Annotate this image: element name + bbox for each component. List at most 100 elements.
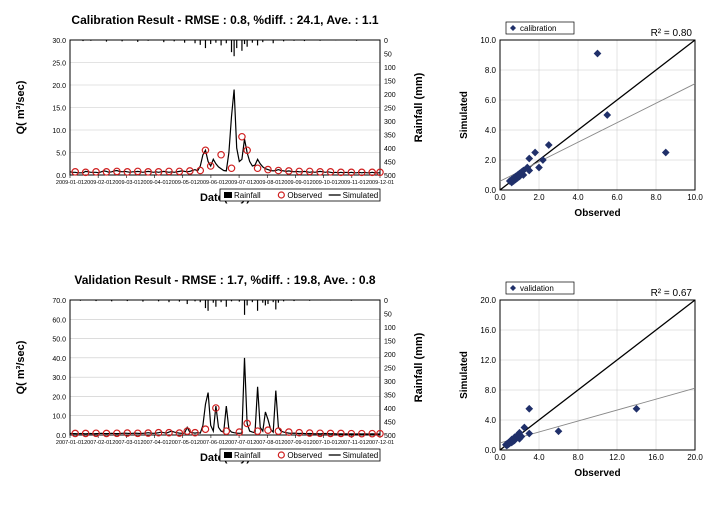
svg-text:50: 50 xyxy=(384,312,392,319)
svg-text:6.0: 6.0 xyxy=(485,96,497,105)
svg-text:0.0: 0.0 xyxy=(485,186,497,195)
svg-text:4.0: 4.0 xyxy=(485,126,497,135)
svg-text:2007-11-01: 2007-11-01 xyxy=(338,440,366,446)
scatter-point xyxy=(535,164,543,172)
svg-text:10.0: 10.0 xyxy=(480,36,496,45)
y-right-label: Rainfall (mm) xyxy=(413,332,425,402)
svg-text:2007-06-01: 2007-06-01 xyxy=(197,440,225,446)
svg-text:4.0: 4.0 xyxy=(533,453,545,462)
observed-marker xyxy=(202,426,208,432)
observed-marker xyxy=(265,427,271,433)
scatter-point xyxy=(603,111,611,119)
svg-text:5.0: 5.0 xyxy=(56,151,66,158)
svg-text:0: 0 xyxy=(384,298,388,305)
svg-text:0: 0 xyxy=(384,38,388,45)
svg-text:400: 400 xyxy=(384,146,396,153)
svg-text:350: 350 xyxy=(384,133,396,140)
svg-text:50: 50 xyxy=(384,52,392,59)
svg-text:500: 500 xyxy=(384,173,396,180)
scatter-point xyxy=(531,149,539,157)
svg-text:2009-04-01: 2009-04-01 xyxy=(140,180,168,186)
svg-text:2009-12-01: 2009-12-01 xyxy=(366,180,394,186)
svg-text:100: 100 xyxy=(384,65,396,72)
chart-title: Validation Result - RMSE : 1.7, %diff. :… xyxy=(74,273,376,287)
scatter-point xyxy=(525,155,533,163)
calibration-timeseries: Calibration Result - RMSE : 0.8, %diff. … xyxy=(15,13,425,204)
svg-text:8.0: 8.0 xyxy=(485,386,497,395)
svg-text:10.0: 10.0 xyxy=(52,414,66,421)
validation-scatter: 0.00.04.04.08.08.012.012.016.016.020.020… xyxy=(459,282,703,479)
svg-text:100: 100 xyxy=(384,325,396,332)
svg-text:200: 200 xyxy=(384,352,396,359)
figure-svg: Calibration Result - RMSE : 0.8, %diff. … xyxy=(0,0,720,514)
r-squared-label: R² = 0.67 xyxy=(651,288,693,299)
svg-text:50.0: 50.0 xyxy=(52,337,66,344)
validation-timeseries: Validation Result - RMSE : 1.7, %diff. :… xyxy=(15,273,425,464)
svg-text:70.0: 70.0 xyxy=(52,298,66,305)
svg-text:2007-08-01: 2007-08-01 xyxy=(253,440,281,446)
chart-title: Calibration Result - RMSE : 0.8, %diff. … xyxy=(71,13,379,27)
svg-text:Simulated: Simulated xyxy=(343,191,379,200)
scatter-point xyxy=(594,50,602,58)
svg-text:30.0: 30.0 xyxy=(52,375,66,382)
svg-text:2007-04-01: 2007-04-01 xyxy=(140,440,168,446)
svg-text:4.0: 4.0 xyxy=(485,416,497,425)
observed-marker xyxy=(228,165,234,171)
svg-text:8.0: 8.0 xyxy=(485,66,497,75)
observed-marker xyxy=(239,134,245,140)
svg-text:450: 450 xyxy=(384,420,396,427)
svg-text:2007-07-01: 2007-07-01 xyxy=(225,440,253,446)
y-left-label: Q( m³/sec) xyxy=(15,80,27,134)
svg-text:8.0: 8.0 xyxy=(650,193,662,202)
svg-text:validation: validation xyxy=(520,284,554,293)
svg-text:10.0: 10.0 xyxy=(52,128,66,135)
svg-text:calibration: calibration xyxy=(520,24,556,33)
svg-text:150: 150 xyxy=(384,79,396,86)
svg-text:150: 150 xyxy=(384,339,396,346)
y-left-label: Q( m³/sec) xyxy=(15,340,27,394)
svg-text:250: 250 xyxy=(384,366,396,373)
svg-text:0.0: 0.0 xyxy=(56,433,66,440)
svg-text:400: 400 xyxy=(384,406,396,413)
svg-text:8.0: 8.0 xyxy=(572,453,584,462)
svg-text:2007-12-01: 2007-12-01 xyxy=(366,440,394,446)
svg-text:6.0: 6.0 xyxy=(611,193,623,202)
svg-text:15.0: 15.0 xyxy=(52,106,66,113)
svg-text:2009-03-01: 2009-03-01 xyxy=(112,180,140,186)
svg-text:2007-02-01: 2007-02-01 xyxy=(84,440,112,446)
svg-text:12.0: 12.0 xyxy=(480,356,496,365)
svg-text:2.0: 2.0 xyxy=(485,156,497,165)
svg-text:300: 300 xyxy=(384,379,396,386)
simulated-line xyxy=(70,90,380,173)
svg-text:Observed: Observed xyxy=(287,191,322,200)
svg-text:2007-10-01: 2007-10-01 xyxy=(310,440,338,446)
svg-text:2009-01-01: 2009-01-01 xyxy=(56,180,84,186)
svg-text:250: 250 xyxy=(384,106,396,113)
svg-text:20.0: 20.0 xyxy=(52,394,66,401)
svg-text:Rainfall: Rainfall xyxy=(234,191,261,200)
svg-text:2007-09-01: 2007-09-01 xyxy=(281,440,309,446)
svg-text:2007-03-01: 2007-03-01 xyxy=(112,440,140,446)
svg-text:30.0: 30.0 xyxy=(52,38,66,45)
y-right-label: Rainfall (mm) xyxy=(413,72,425,142)
svg-text:4.0: 4.0 xyxy=(572,193,584,202)
svg-text:450: 450 xyxy=(384,160,396,167)
svg-text:0.0: 0.0 xyxy=(56,173,66,180)
scatter-xlabel: Observed xyxy=(574,468,620,479)
svg-text:20.0: 20.0 xyxy=(480,296,496,305)
svg-text:2009-02-01: 2009-02-01 xyxy=(84,180,112,186)
svg-text:2007-05-01: 2007-05-01 xyxy=(169,440,197,446)
svg-text:350: 350 xyxy=(384,393,396,400)
svg-text:16.0: 16.0 xyxy=(648,453,664,462)
scatter-point xyxy=(521,424,529,432)
svg-text:2009-06-01: 2009-06-01 xyxy=(197,180,225,186)
r-squared-label: R² = 0.80 xyxy=(651,28,693,39)
scatter-point xyxy=(555,427,563,435)
calibration-scatter: 0.00.02.02.04.04.06.06.08.08.010.010.0Ob… xyxy=(459,22,703,219)
svg-text:2009-07-01: 2009-07-01 xyxy=(225,180,253,186)
svg-text:25.0: 25.0 xyxy=(52,61,66,68)
svg-text:40.0: 40.0 xyxy=(52,356,66,363)
svg-text:12.0: 12.0 xyxy=(609,453,625,462)
svg-text:0.0: 0.0 xyxy=(485,446,497,455)
svg-text:Simulated: Simulated xyxy=(343,451,379,460)
